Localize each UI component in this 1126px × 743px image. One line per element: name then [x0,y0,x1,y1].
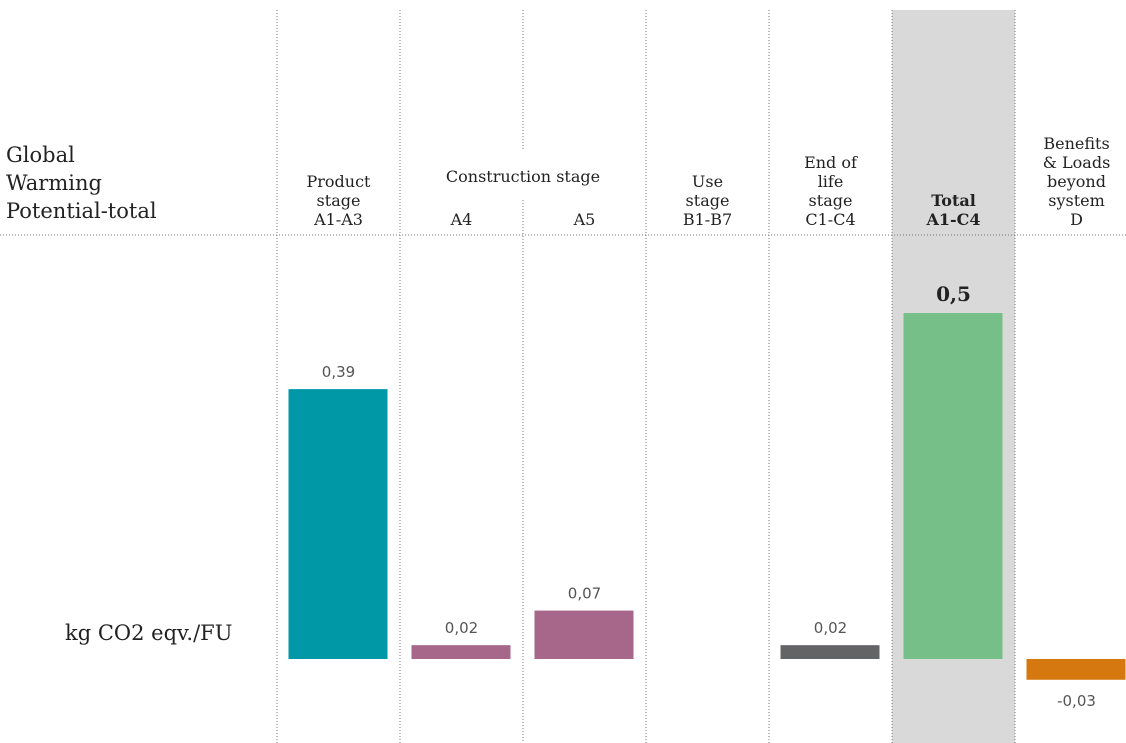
bar [903,313,1003,659]
column-header: B1-B7 [683,210,732,229]
column-header: A5 [573,210,596,229]
column-header: Use [692,172,723,191]
column-header: & Loads [1043,153,1111,172]
column-header: stage [686,191,730,210]
row-header: Global [6,143,75,167]
column-header: A4 [450,210,473,229]
bar [780,645,880,659]
unit-label: kg CO2 eqv./FU [65,621,232,645]
bar [1026,659,1126,680]
column-header: Benefits [1043,134,1109,153]
group-label: Construction stage [446,167,600,186]
column-header: Total [931,191,976,210]
value-label: 0,02 [814,619,847,637]
column-header: beyond [1047,172,1106,191]
column-header: C1-C4 [805,210,855,229]
column-header: D [1070,210,1083,229]
bar [288,389,388,659]
value-label: -0,03 [1057,692,1096,710]
bar [411,645,511,659]
column-header: A1-C4 [925,210,980,229]
value-label: 0,07 [568,585,601,603]
value-label: 0,39 [322,363,355,381]
row-header: Warming [6,171,102,195]
column-header: A1-A3 [313,210,363,229]
row-header: Potential-total [6,199,157,223]
value-label: 0,02 [445,619,478,637]
column-header: End of [804,153,858,172]
column-header: stage [317,191,361,210]
column-header: life [818,172,844,191]
column-header: Product [307,172,372,191]
bar [534,610,634,659]
column-header: system [1048,191,1105,210]
value-label: 0,5 [936,282,971,306]
column-header: stage [809,191,853,210]
